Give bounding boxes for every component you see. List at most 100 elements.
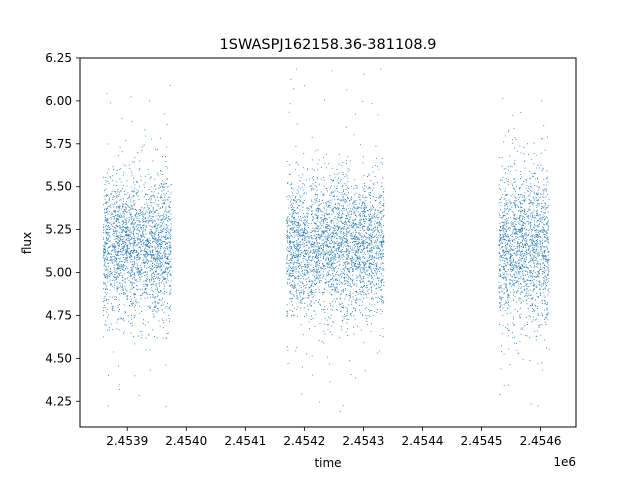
data-point	[149, 369, 151, 371]
data-point	[286, 267, 288, 269]
data-point	[131, 303, 132, 305]
data-point	[371, 274, 373, 276]
data-point	[137, 233, 139, 235]
data-point	[333, 253, 335, 255]
data-point	[311, 177, 313, 179]
data-point	[145, 175, 146, 177]
data-point	[316, 270, 318, 272]
data-point	[345, 159, 347, 161]
data-point	[346, 89, 348, 91]
data-point	[308, 297, 309, 299]
data-point	[155, 257, 157, 259]
data-point	[287, 283, 289, 285]
data-point	[358, 247, 360, 249]
data-point	[128, 254, 130, 255]
data-point	[332, 235, 334, 237]
data-point	[136, 288, 138, 290]
data-point	[368, 215, 370, 217]
data-point	[158, 200, 160, 202]
data-point	[333, 262, 335, 264]
data-point	[298, 222, 299, 224]
data-point	[338, 250, 340, 252]
data-point	[164, 244, 166, 246]
data-point	[130, 245, 132, 247]
data-point	[132, 189, 134, 191]
data-point	[354, 263, 356, 265]
data-point	[164, 262, 166, 264]
data-point	[365, 273, 367, 275]
data-point	[299, 263, 300, 265]
data-point	[142, 219, 144, 221]
data-point	[158, 204, 160, 205]
data-point	[139, 276, 141, 278]
data-point	[335, 259, 336, 261]
data-point	[325, 230, 327, 232]
data-point	[122, 289, 124, 291]
data-point	[360, 223, 362, 225]
data-point	[368, 173, 370, 175]
data-point	[327, 205, 329, 207]
data-point	[326, 201, 328, 203]
data-point	[165, 231, 167, 233]
data-point	[105, 194, 107, 196]
data-point	[322, 220, 324, 221]
data-point	[372, 230, 374, 232]
data-point	[167, 190, 169, 192]
data-point	[337, 288, 339, 290]
data-point	[355, 237, 357, 239]
data-point	[312, 218, 314, 220]
data-point	[131, 208, 133, 210]
data-point	[302, 233, 304, 235]
data-point	[132, 247, 134, 249]
data-point	[362, 314, 363, 316]
data-point	[309, 236, 311, 238]
data-point	[155, 188, 157, 190]
data-point	[353, 224, 355, 226]
data-point	[368, 281, 370, 282]
data-point	[343, 237, 345, 239]
data-point	[341, 244, 343, 246]
data-point	[123, 241, 125, 243]
data-point	[326, 204, 327, 206]
data-point	[320, 210, 322, 212]
data-point	[122, 279, 124, 281]
data-point	[336, 233, 338, 235]
data-point	[152, 254, 154, 256]
data-point	[141, 225, 143, 226]
data-point	[293, 218, 295, 220]
data-point	[303, 316, 305, 318]
data-point	[108, 259, 110, 261]
data-point	[147, 254, 149, 256]
data-point	[336, 286, 338, 288]
data-point	[322, 264, 324, 266]
data-point	[111, 193, 113, 195]
data-point	[330, 308, 332, 310]
data-point	[130, 275, 132, 277]
data-point	[126, 237, 128, 239]
data-point	[298, 276, 300, 278]
data-point	[369, 192, 371, 193]
data-point	[117, 225, 119, 227]
data-point	[339, 227, 341, 229]
data-point	[131, 269, 133, 270]
data-point	[147, 240, 149, 242]
data-point	[151, 268, 153, 269]
data-point	[107, 228, 109, 230]
data-point	[325, 213, 327, 215]
data-point	[166, 232, 168, 233]
data-point	[370, 282, 372, 284]
data-point	[352, 225, 354, 227]
data-point	[323, 256, 325, 258]
data-point	[118, 329, 120, 331]
data-point	[350, 216, 352, 218]
data-point	[308, 294, 310, 296]
data-point	[157, 234, 159, 236]
data-point	[317, 163, 319, 165]
data-point	[324, 213, 326, 215]
data-point	[297, 222, 298, 224]
data-point	[372, 205, 374, 207]
data-point	[302, 276, 304, 278]
data-point	[332, 180, 334, 182]
data-point	[296, 292, 298, 294]
data-point	[321, 235, 323, 237]
